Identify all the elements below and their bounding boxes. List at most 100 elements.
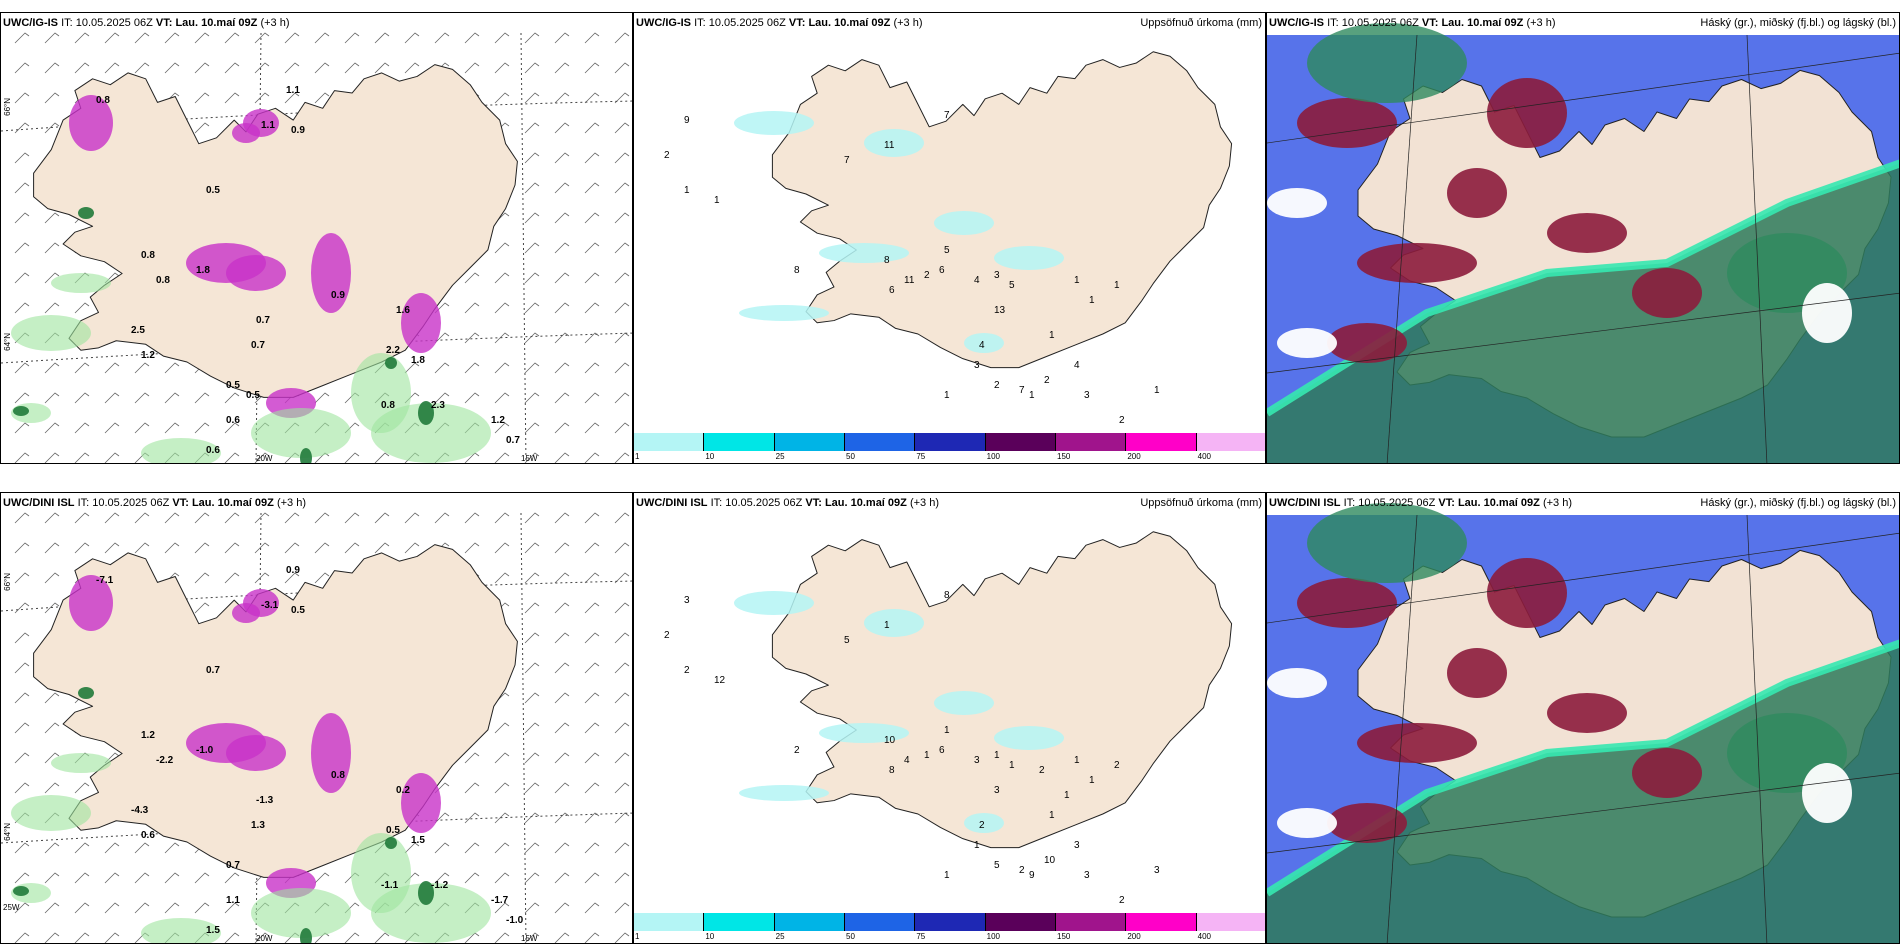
wind-barb: [44, 872, 60, 884]
precip-area-light: [351, 353, 411, 433]
precip-value-label: 1: [944, 390, 950, 401]
wind-barb: [344, 32, 360, 44]
wind-barb: [584, 122, 600, 134]
wind-barb: [254, 452, 270, 463]
colorbar-swatch: [844, 913, 916, 931]
precip-value-label: 2: [1044, 375, 1050, 386]
wind-barb: [554, 722, 570, 734]
wind-barb: [584, 662, 600, 674]
wind-barb: [14, 902, 30, 914]
wind-barb: [464, 32, 480, 44]
wind-barb: [344, 512, 360, 524]
wind-barb: [254, 542, 270, 554]
wind-barb: [614, 842, 630, 854]
wind-barb: [284, 512, 300, 524]
precip-value-label: 7: [1019, 385, 1025, 396]
panel-precip-igis: UWC/IG-IS IT: 10.05.2025 06Z VT: Lau. 10…: [633, 12, 1266, 464]
colorbar-tick-label: 100: [986, 932, 1001, 941]
wind-barb: [614, 872, 630, 884]
wind-barb: [584, 752, 600, 764]
wind-barb: [434, 32, 450, 44]
wind-barb: [44, 32, 60, 44]
wind-barb: [194, 602, 210, 614]
graticule-line: [1267, 532, 1899, 624]
lon-label-15w: 15W: [521, 454, 538, 463]
wind-value-label: 0.5: [206, 185, 220, 196]
colorbar-tick-label: 1: [635, 452, 640, 461]
precip-value-label: 3: [1154, 865, 1160, 876]
wind-value-label: 1.8: [196, 265, 210, 276]
precip-value-label: 4: [904, 755, 910, 766]
precip-area-light: [51, 753, 111, 773]
precip-area-light: [141, 438, 221, 463]
rain-area: [934, 211, 994, 235]
precip-area-heavy: [69, 95, 113, 151]
panel-subtitle: Uppsöfnuð úrkoma (mm): [1140, 17, 1262, 29]
wind-barb: [494, 392, 510, 404]
wind-barb: [44, 122, 60, 134]
wind-value-label: 0.9: [331, 290, 345, 301]
precip-value-label: 13: [994, 305, 1006, 316]
wind-barb: [14, 122, 30, 134]
precip-value-label: 1: [1049, 810, 1055, 821]
wind-value-label: 1.2: [141, 730, 155, 741]
precip-value-label: 9: [1029, 870, 1035, 881]
wind-barb: [374, 32, 390, 44]
wind-barb: [14, 92, 30, 104]
wind-barb: [524, 692, 540, 704]
precip-value-label: 3: [1084, 390, 1090, 401]
wind-barb: [524, 422, 540, 434]
wind-barb: [434, 842, 450, 854]
wind-barb: [614, 602, 630, 614]
wind-barb: [194, 572, 210, 584]
wind-barb: [224, 872, 240, 884]
precip-value-label: 1: [1029, 390, 1035, 401]
wind-barb: [44, 392, 60, 404]
wind-barb: [584, 152, 600, 164]
wind-barb: [14, 782, 30, 794]
wind-barb: [374, 452, 390, 463]
wind-barb: [494, 512, 510, 524]
wind-barb: [464, 62, 480, 74]
wind-barb: [524, 212, 540, 224]
precip-value-label: 1: [1009, 760, 1015, 771]
precip-value-label: 10: [884, 735, 896, 746]
graticule-line: [520, 512, 527, 943]
wind-barb: [584, 212, 600, 224]
wind-barb: [194, 422, 210, 434]
wind-barb: [14, 512, 30, 524]
colorbar: [634, 433, 1265, 451]
wind-barb: [44, 722, 60, 734]
wind-barb: [554, 632, 570, 644]
precip-value-label: 4: [979, 340, 985, 351]
precip-value-label: 1: [884, 620, 890, 631]
wind-barb: [584, 32, 600, 44]
precip-value-label: 2: [664, 630, 670, 641]
precip-value-label: 9: [684, 115, 690, 126]
colorbar-swatch: [774, 913, 845, 931]
precip-value-label: 1: [1074, 755, 1080, 766]
wind-barb: [104, 422, 120, 434]
wind-barb: [614, 182, 630, 194]
wind-barb: [344, 542, 360, 554]
wind-barb: [524, 632, 540, 644]
lon-label-25w: 25W: [3, 903, 20, 912]
wind-barb: [164, 542, 180, 554]
wind-barb: [554, 152, 570, 164]
precip-value-label: 1: [994, 750, 1000, 761]
colorbar-swatch: [634, 433, 705, 451]
wind-barb: [464, 782, 480, 794]
colorbar-swatch: [915, 433, 986, 451]
wind-barb: [44, 272, 60, 284]
wind-barb: [194, 92, 210, 104]
precip-value-label: 1: [1089, 295, 1095, 306]
colorbar-tick-label: 150: [1057, 452, 1071, 461]
clear-sky-area: [1277, 808, 1337, 838]
wind-barb: [464, 872, 480, 884]
wind-barb: [284, 62, 300, 74]
wind-barb: [524, 902, 540, 914]
wind-barb: [584, 812, 600, 824]
wind-barb: [254, 32, 270, 44]
wind-barb: [554, 542, 570, 554]
wind-value-label: 1.1: [286, 85, 300, 96]
